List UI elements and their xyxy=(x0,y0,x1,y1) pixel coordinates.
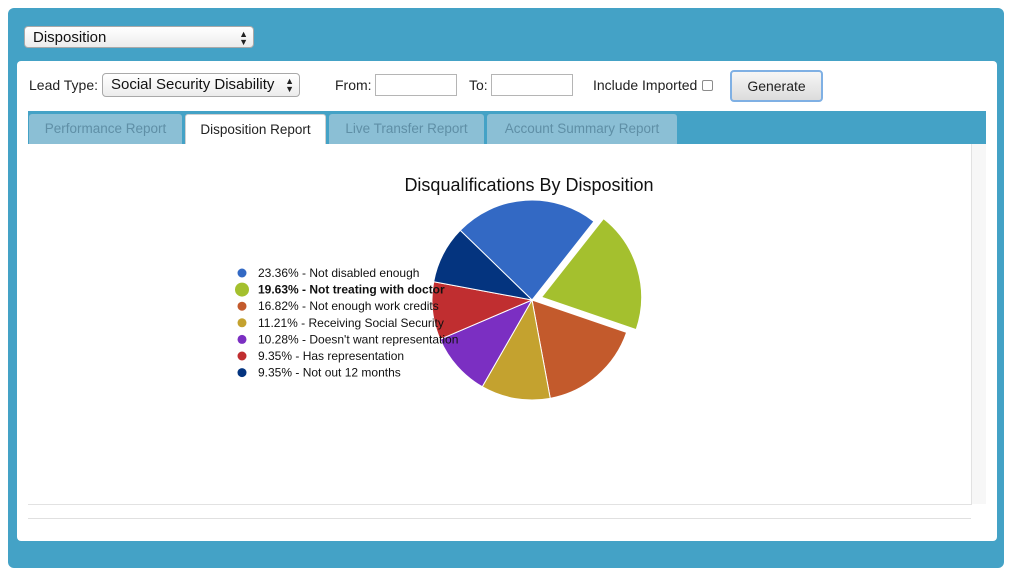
pie-slice[interactable] xyxy=(433,229,534,301)
tab-live-transfer-report[interactable]: Live Transfer Report xyxy=(329,114,484,144)
select-arrows-icon: ▲ ▼ xyxy=(285,76,294,94)
pie-slice[interactable] xyxy=(481,298,551,401)
report-type-value: Disposition xyxy=(33,29,107,46)
chart-area: Disqualifications By Disposition 23.36% … xyxy=(28,144,972,505)
to-date-input[interactable] xyxy=(491,74,573,96)
pie-slice[interactable] xyxy=(540,217,643,331)
legend-marker xyxy=(237,318,247,328)
legend-marker xyxy=(235,282,249,297)
to-label: To: xyxy=(469,77,488,93)
pie-slice[interactable] xyxy=(531,299,628,399)
tab-disposition-report[interactable]: Disposition Report xyxy=(185,114,326,144)
from-label: From: xyxy=(335,77,372,93)
legend-marker xyxy=(237,268,247,278)
legend-label: 16.82% - Not enough work credits xyxy=(258,299,439,313)
pie-slice[interactable] xyxy=(459,199,595,301)
legend-label: 10.28% - Doesn't want representation xyxy=(258,332,458,346)
legend-label: 11.21% - Receiving Social Security xyxy=(258,316,444,330)
legend-marker xyxy=(237,368,247,378)
report-tabs: Performance Report Disposition Report Li… xyxy=(28,111,986,144)
include-imported-label: Include Imported xyxy=(593,77,698,93)
tab-performance-report[interactable]: Performance Report xyxy=(29,114,182,144)
lead-type-label: Lead Type: xyxy=(29,77,99,93)
tab-account-summary-report[interactable]: Account Summary Report xyxy=(487,114,677,144)
select-arrows-icon: ▲ ▼ xyxy=(239,29,248,47)
legend-label: 9.35% - Has representation xyxy=(258,349,404,363)
lead-type-select[interactable]: Social Security Disability ▲ ▼ xyxy=(102,73,300,97)
chart-title: Disqualifications By Disposition xyxy=(404,175,653,195)
scroll-track xyxy=(972,144,986,504)
legend-label: 19.63% - Not treating with doctor xyxy=(258,283,445,297)
report-type-select[interactable]: Disposition ▲ ▼ xyxy=(24,26,254,48)
lead-type-value: Social Security Disability xyxy=(111,76,275,93)
include-imported-checkbox[interactable] xyxy=(702,80,713,91)
report-panel: Lead Type: Social Security Disability ▲ ▼… xyxy=(17,61,997,541)
generate-button[interactable]: Generate xyxy=(730,70,823,102)
legend-marker xyxy=(237,334,247,344)
legend-label: 23.36% - Not disabled enough xyxy=(258,266,419,280)
divider xyxy=(28,518,971,519)
filter-controls: Lead Type: Social Security Disability ▲ ▼… xyxy=(17,61,997,111)
disposition-pie-chart: Disqualifications By Disposition 23.36% … xyxy=(235,175,654,401)
legend-marker xyxy=(237,301,247,311)
legend-label: 9.35% - Not out 12 months xyxy=(258,366,401,380)
legend-marker xyxy=(237,351,247,361)
from-date-input[interactable] xyxy=(375,74,457,96)
